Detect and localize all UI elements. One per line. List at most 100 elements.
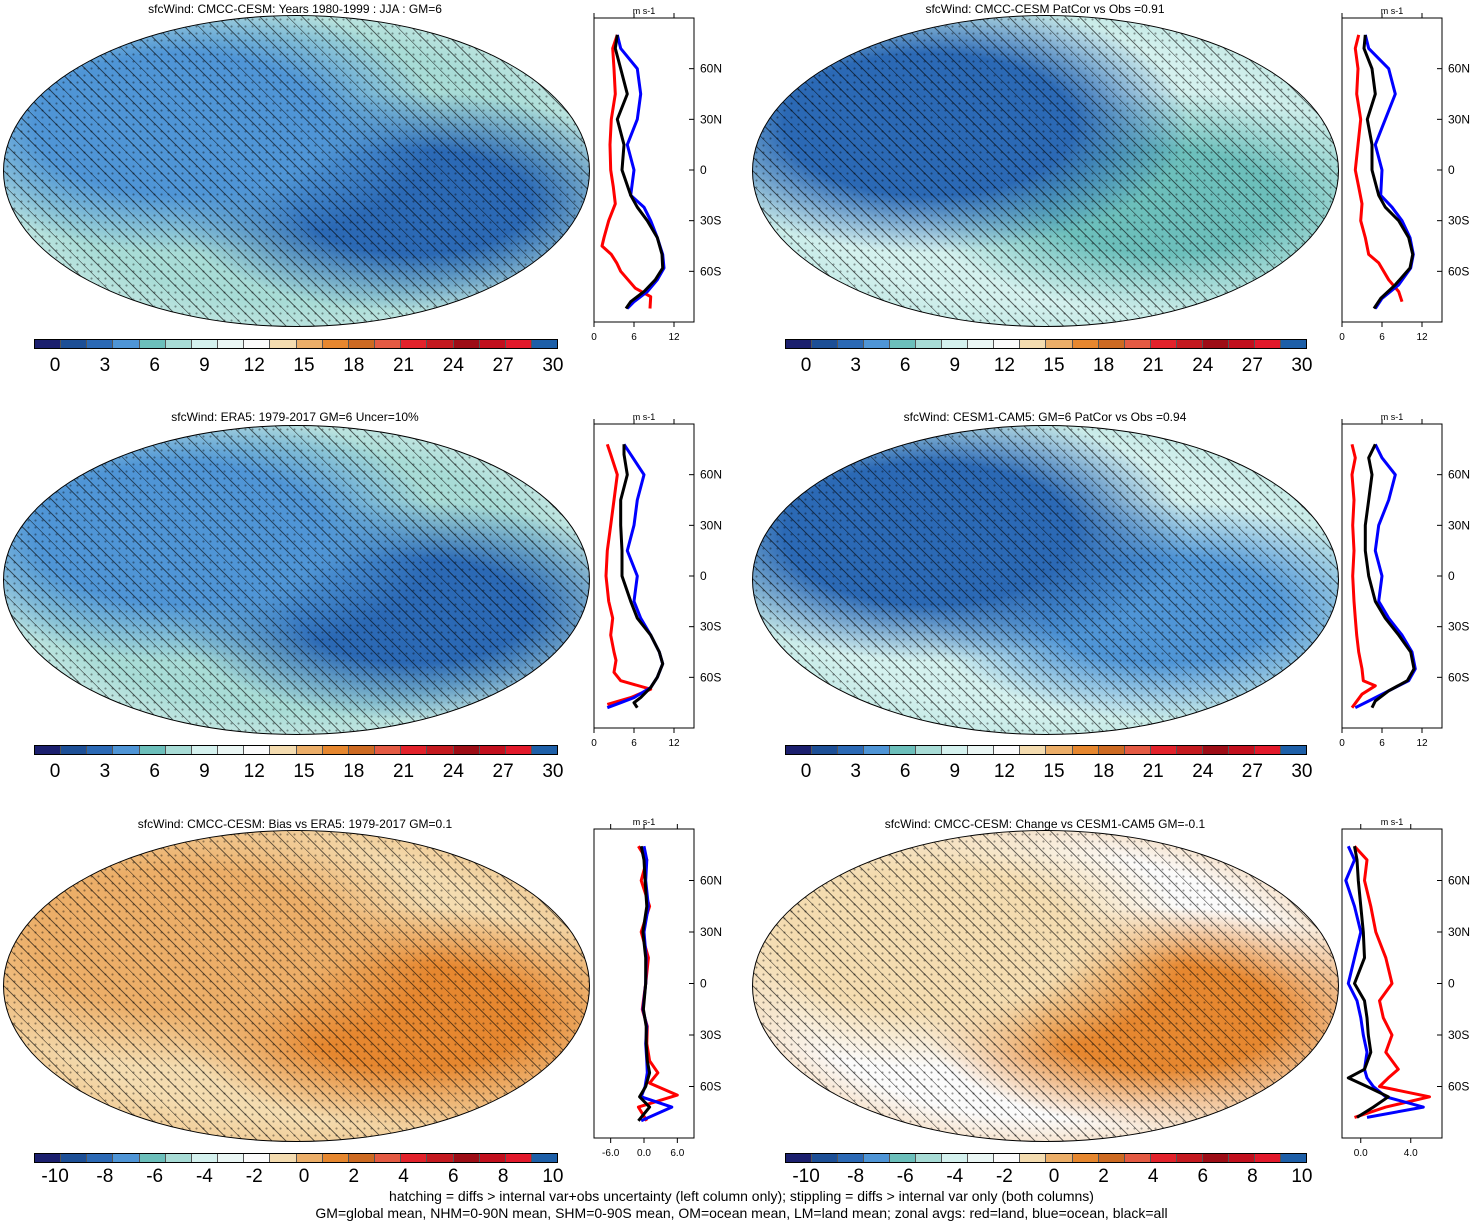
colorbar-tick-label: 12 [243, 355, 265, 376]
zonal-ytick-label: 30S [700, 214, 721, 228]
colorbar-swatch [864, 1154, 891, 1162]
colorbar-3 [34, 745, 558, 755]
colorbar-tick-label: 6 [149, 761, 160, 782]
zonal-ytick-label: 60S [1448, 264, 1469, 278]
colorbar-tick-label: -8 [96, 1166, 114, 1187]
colorbar-swatch [942, 1154, 969, 1162]
colorbar-swatch [505, 340, 532, 348]
zonal-svg: m s-1 60N 30N 0 30S 60S 0 6 12 [591, 6, 722, 343]
colorbar-tick-label: 15 [293, 355, 315, 376]
zonal-svg: m s-1 60N 30N 0 30S 60S 0 6 12 [591, 412, 722, 749]
colorbar-swatch [270, 340, 297, 348]
colorbar-swatch [890, 746, 917, 754]
colorbar-swatch [1072, 1154, 1099, 1162]
zonal-ytick-label: 30N [1448, 925, 1470, 939]
colorbar-swatch [968, 340, 995, 348]
colorbar-swatch [812, 340, 839, 348]
zonal-ytick-label: 60N [1448, 468, 1470, 482]
colorbar-swatch [1046, 1154, 1073, 1162]
colorbar-tick-label: 21 [1142, 761, 1164, 782]
colorbar-tick-label: 8 [1247, 1166, 1258, 1187]
zonal-series-line [606, 443, 665, 710]
colorbar-tick-label: 21 [392, 355, 415, 376]
colorbar-tick-label: -2 [245, 1166, 263, 1187]
colorbar-labels-1: 0 3 6 9 12 15 18 21 24 27 30 [34, 355, 564, 377]
zonal-xtick-label: 12 [668, 738, 680, 749]
colorbar-swatch [139, 1154, 166, 1162]
colorbar-tick-label: 18 [343, 355, 365, 376]
colorbar-tick-label: 0 [800, 355, 812, 376]
colorbar-swatch [1202, 1154, 1229, 1162]
zonal-xtick-label: -6.0 [602, 1148, 620, 1159]
colorbar-swatch [270, 746, 297, 754]
colorbar-swatch [244, 746, 271, 754]
colorbar-swatch [453, 746, 480, 754]
colorbar-swatch [1098, 746, 1125, 754]
colorbar-tick-label: 24 [1192, 761, 1214, 782]
colorbar-swatch [348, 340, 376, 348]
colorbar-swatch [1202, 746, 1229, 754]
zonal-xtick-label: 6 [1379, 738, 1385, 749]
zonal-ytick-label: 60N [700, 468, 722, 482]
zonal-series-line [615, 34, 666, 310]
zonal-ytick-label: 0 [1448, 977, 1455, 991]
colorbar-tick-label: 24 [442, 761, 464, 782]
colorbar-swatch [838, 340, 865, 348]
zonal-ytick-label: 30S [1448, 620, 1469, 634]
map-3 [3, 425, 590, 735]
zonal-series-line [604, 443, 653, 706]
colorbar-swatch [296, 1154, 323, 1162]
colorbar-swatch [1098, 1154, 1125, 1162]
zonal-xtick-label: 0 [591, 332, 597, 343]
colorbar-tick-label: 18 [1093, 761, 1115, 782]
zonal-series-line [1346, 845, 1390, 1119]
colorbar-swatch [890, 1154, 917, 1162]
colorbar-tick-label: -8 [847, 1166, 865, 1187]
map-title-4: sfcWind: CESM1-CAM5: GM=6 PatCor vs Obs … [903, 410, 1187, 424]
colorbar-tick-label: 9 [949, 355, 961, 376]
colorbar-swatch [35, 340, 62, 348]
colorbar-tick-label: 6 [899, 355, 911, 376]
map-title-1: sfcWind: CMCC-CESM: Years 1980-1999 : JJ… [148, 2, 442, 16]
colorbar-tick-label: 4 [1147, 1166, 1159, 1187]
colorbar-tick-label: 0 [1048, 1166, 1060, 1187]
colorbar-swatch [1228, 746, 1255, 754]
colorbar-swatch [1254, 1154, 1281, 1162]
map-6 [752, 830, 1339, 1142]
colorbar-swatch [505, 1154, 532, 1162]
colorbar-tick-label: 2 [1098, 1166, 1109, 1187]
zonal-xtick-label: 6.0 [670, 1148, 684, 1159]
colorbar-swatch [994, 746, 1021, 754]
colorbar-swatch [427, 746, 454, 754]
colorbar-swatch [1280, 340, 1306, 348]
zonal-xtick-label: 0.0 [1354, 1148, 1368, 1159]
colorbar-swatch [427, 1154, 454, 1162]
colorbar-swatch [531, 1154, 558, 1162]
zonal-ytick-label: 30S [700, 1028, 721, 1042]
colorbar-tick-label: 30 [1291, 761, 1313, 782]
zonal-ytick-label: 60N [700, 874, 722, 888]
colorbar-swatch [1150, 1154, 1177, 1162]
colorbar-swatch [61, 746, 88, 754]
colorbar-tick-label: 0 [800, 761, 812, 782]
colorbar-swatch [968, 1154, 995, 1162]
colorbar-swatch [479, 746, 506, 754]
colorbar-swatch [375, 340, 402, 348]
colorbar-6 [785, 1153, 1307, 1163]
footer-note-1: hatching = diffs > internal var+obs unce… [389, 1188, 1094, 1204]
zonal-ytick-label: 30N [1448, 518, 1470, 532]
colorbar-swatch [139, 340, 166, 348]
zonal-svg: m s-1 60N 30N 0 30S 60S 0 6 12 [1339, 412, 1470, 749]
colorbar-tick-label: -4 [195, 1166, 213, 1187]
colorbar-tick-label: 21 [1142, 355, 1164, 376]
zonal-ytick-label: 60N [700, 62, 722, 76]
colorbar-tick-label: 0 [49, 355, 61, 376]
colorbar-swatch [139, 746, 166, 754]
colorbar-tick-label: 15 [1043, 761, 1065, 782]
zonal-ytick-label: 60S [700, 670, 721, 684]
zonal-ytick-label: 0 [1448, 569, 1455, 583]
colorbar-swatch [244, 340, 271, 348]
zonal-frame [593, 423, 695, 729]
colorbar-tick-label: 24 [1192, 355, 1214, 376]
colorbar-tick-label: 15 [1043, 355, 1065, 376]
